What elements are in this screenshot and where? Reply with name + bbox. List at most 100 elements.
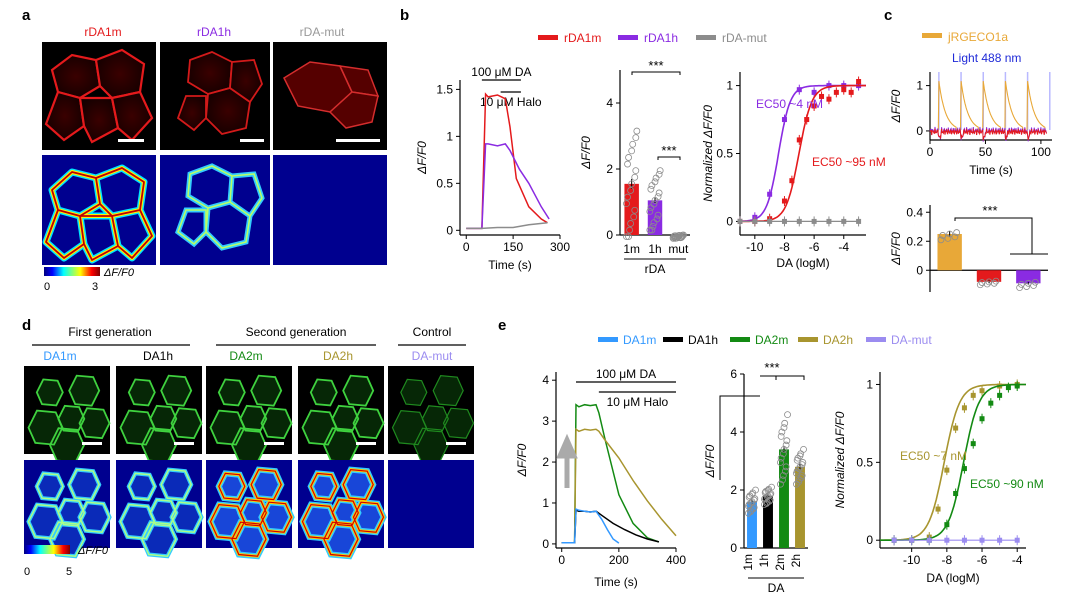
colorbar-a-label: ΔF/F0	[103, 267, 135, 279]
trace-da1m	[561, 507, 620, 544]
heatmap-core	[27, 468, 111, 557]
data-dot	[632, 167, 640, 175]
data-point-da2m	[979, 416, 985, 422]
group-control: Control	[413, 325, 452, 339]
chart-c1-light-trace: 0 50 100 0 1 Time (s) ΔF/F0	[889, 72, 1052, 177]
data-point-da2h	[970, 392, 976, 398]
data-dot	[779, 450, 787, 458]
heatmap-core	[119, 468, 203, 557]
x-tick-label: -8	[779, 240, 790, 254]
bar-rda1h	[1016, 270, 1041, 284]
y-axis-label: Normalized ΔF/F0	[701, 105, 715, 202]
y-tick-label: 0	[916, 263, 923, 277]
ec50-annotation: EC50 ~4 nM	[756, 97, 823, 111]
data-point-da2h	[953, 425, 959, 431]
cell-outline	[119, 374, 203, 464]
heatmap-rda1m	[42, 155, 156, 265]
y-tick-label: 2	[606, 162, 613, 176]
panel-label-a: a	[22, 7, 31, 24]
cell-outline	[209, 374, 293, 464]
panel-label-b: b	[400, 7, 409, 24]
data-dot	[627, 187, 635, 194]
y-tick-label: 1	[866, 377, 873, 391]
bar-1m	[747, 501, 757, 548]
data-dot	[628, 180, 636, 188]
chart-e3-dose-response: -10 -8 -6 -4 0 0.5 1 DA (logM) Normalized ΔF/F0 E…	[833, 372, 1044, 585]
cell-outline	[27, 374, 111, 464]
data-dot	[780, 424, 788, 432]
data-dot	[937, 236, 945, 244]
data-dot	[992, 277, 1000, 285]
y-axis-label: ΔF/F0	[415, 141, 429, 175]
cell-outline	[301, 374, 385, 464]
x-tick-label: 150	[503, 240, 523, 254]
data-point-rda-mut	[856, 218, 862, 224]
y-tick-label: 0	[866, 533, 873, 547]
data-dot	[629, 140, 637, 148]
data-point-da-mut	[926, 537, 932, 543]
x-tick-label: -6	[977, 553, 988, 567]
data-dot	[648, 226, 656, 234]
y-tick-label: 0.5	[856, 455, 873, 469]
data-dot	[777, 432, 785, 440]
x-tick-label: -8	[942, 553, 953, 567]
data-point-rda1m	[811, 103, 817, 109]
x-axis-label: DA (logM)	[926, 571, 979, 585]
bar-2h	[795, 466, 805, 548]
micrograph-rda1m	[42, 42, 156, 150]
data-point-da2m	[970, 441, 976, 447]
data-point-rda1h	[826, 83, 832, 89]
data-dot	[781, 419, 789, 427]
data-dot	[777, 480, 784, 488]
halo-annotation: 10 μM Halo	[607, 395, 669, 409]
data-point-rda1m	[804, 117, 810, 123]
legend-e-da2m: DA2m	[755, 333, 788, 347]
legend-b-rda1h: rDA1h	[644, 31, 678, 45]
x-tick-label: 50	[979, 145, 993, 159]
data-point-rda1m	[848, 89, 854, 95]
panel-d-images	[24, 366, 475, 560]
panel-label-e: e	[498, 317, 506, 334]
y-tick-label: 0.4	[906, 205, 923, 219]
panel-b-legend: rDA1m rDA1h rDA-mut	[538, 31, 767, 45]
legend-c-light: Light 488 nm	[952, 51, 1021, 65]
data-dot	[654, 193, 662, 201]
trace-da2m	[561, 403, 660, 544]
data-dot	[782, 441, 790, 449]
scale-bar	[446, 442, 466, 445]
data-dot	[678, 233, 685, 240]
panel-a-title-rda1h: rDA1h	[197, 25, 231, 39]
data-point-rda1m	[841, 87, 847, 93]
data-point-da2m	[953, 490, 959, 496]
y-tick-label: 0	[916, 124, 923, 138]
heatmap-rda1h	[160, 155, 270, 265]
data-dot	[777, 459, 784, 466]
panel-a-title-rda1m: rDA1m	[84, 25, 121, 39]
category-label: 1h	[757, 554, 771, 567]
data-dot	[625, 233, 632, 241]
scale-bar	[264, 442, 284, 445]
data-point-da-mut	[891, 537, 897, 543]
data-dot	[625, 154, 632, 161]
data-dot	[651, 178, 659, 186]
y-tick-label: 0.5	[716, 147, 733, 161]
bar-1h	[763, 495, 773, 548]
ec50-annotation: EC50 ~90 nM	[970, 477, 1044, 491]
data-dot	[798, 474, 805, 482]
legend-b-rdamut: rDA-mut	[722, 31, 767, 45]
trace-rda1h	[466, 143, 550, 230]
y-tick-label: 1	[726, 79, 733, 93]
title-da2h: DA2h	[323, 349, 353, 363]
y-tick-label: 0	[606, 228, 613, 242]
data-dot	[652, 174, 660, 182]
data-dot	[653, 215, 661, 223]
title-damut: DA-mut	[412, 349, 453, 363]
data-point-rda1m	[826, 96, 832, 102]
legend-e-da1h: DA1h	[688, 333, 718, 347]
data-point-da-mut	[961, 537, 967, 543]
significance-bracket	[631, 71, 681, 75]
data-dot	[750, 505, 757, 513]
title-da1m: DA1m	[43, 349, 76, 363]
data-dot	[778, 428, 786, 436]
significance-marker: ***	[648, 58, 663, 73]
